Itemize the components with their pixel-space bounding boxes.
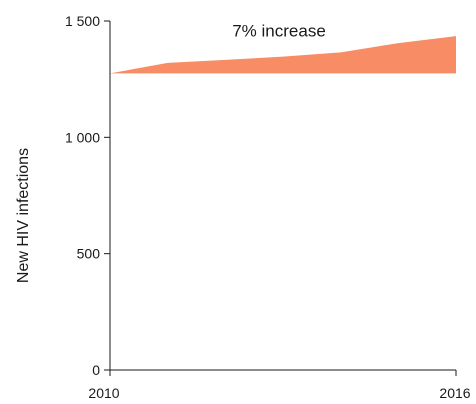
y-tick-label: 1 000 (65, 129, 100, 145)
y-tick-label: 0 (92, 362, 100, 378)
area-series (110, 36, 456, 74)
y-tick-label: 1 500 (65, 13, 100, 29)
y-axis-label: New HIV infections (15, 148, 32, 283)
y-ticks: 0 500 1 000 1 500 (65, 13, 110, 378)
plot-area (110, 36, 456, 74)
y-tick-label: 500 (77, 246, 101, 262)
increase-annotation: 7% increase (232, 22, 326, 41)
x-tick-label: 2016 (439, 385, 470, 401)
x-tick-label: 2010 (88, 385, 119, 401)
x-ticks: 2010 2016 (88, 370, 471, 401)
